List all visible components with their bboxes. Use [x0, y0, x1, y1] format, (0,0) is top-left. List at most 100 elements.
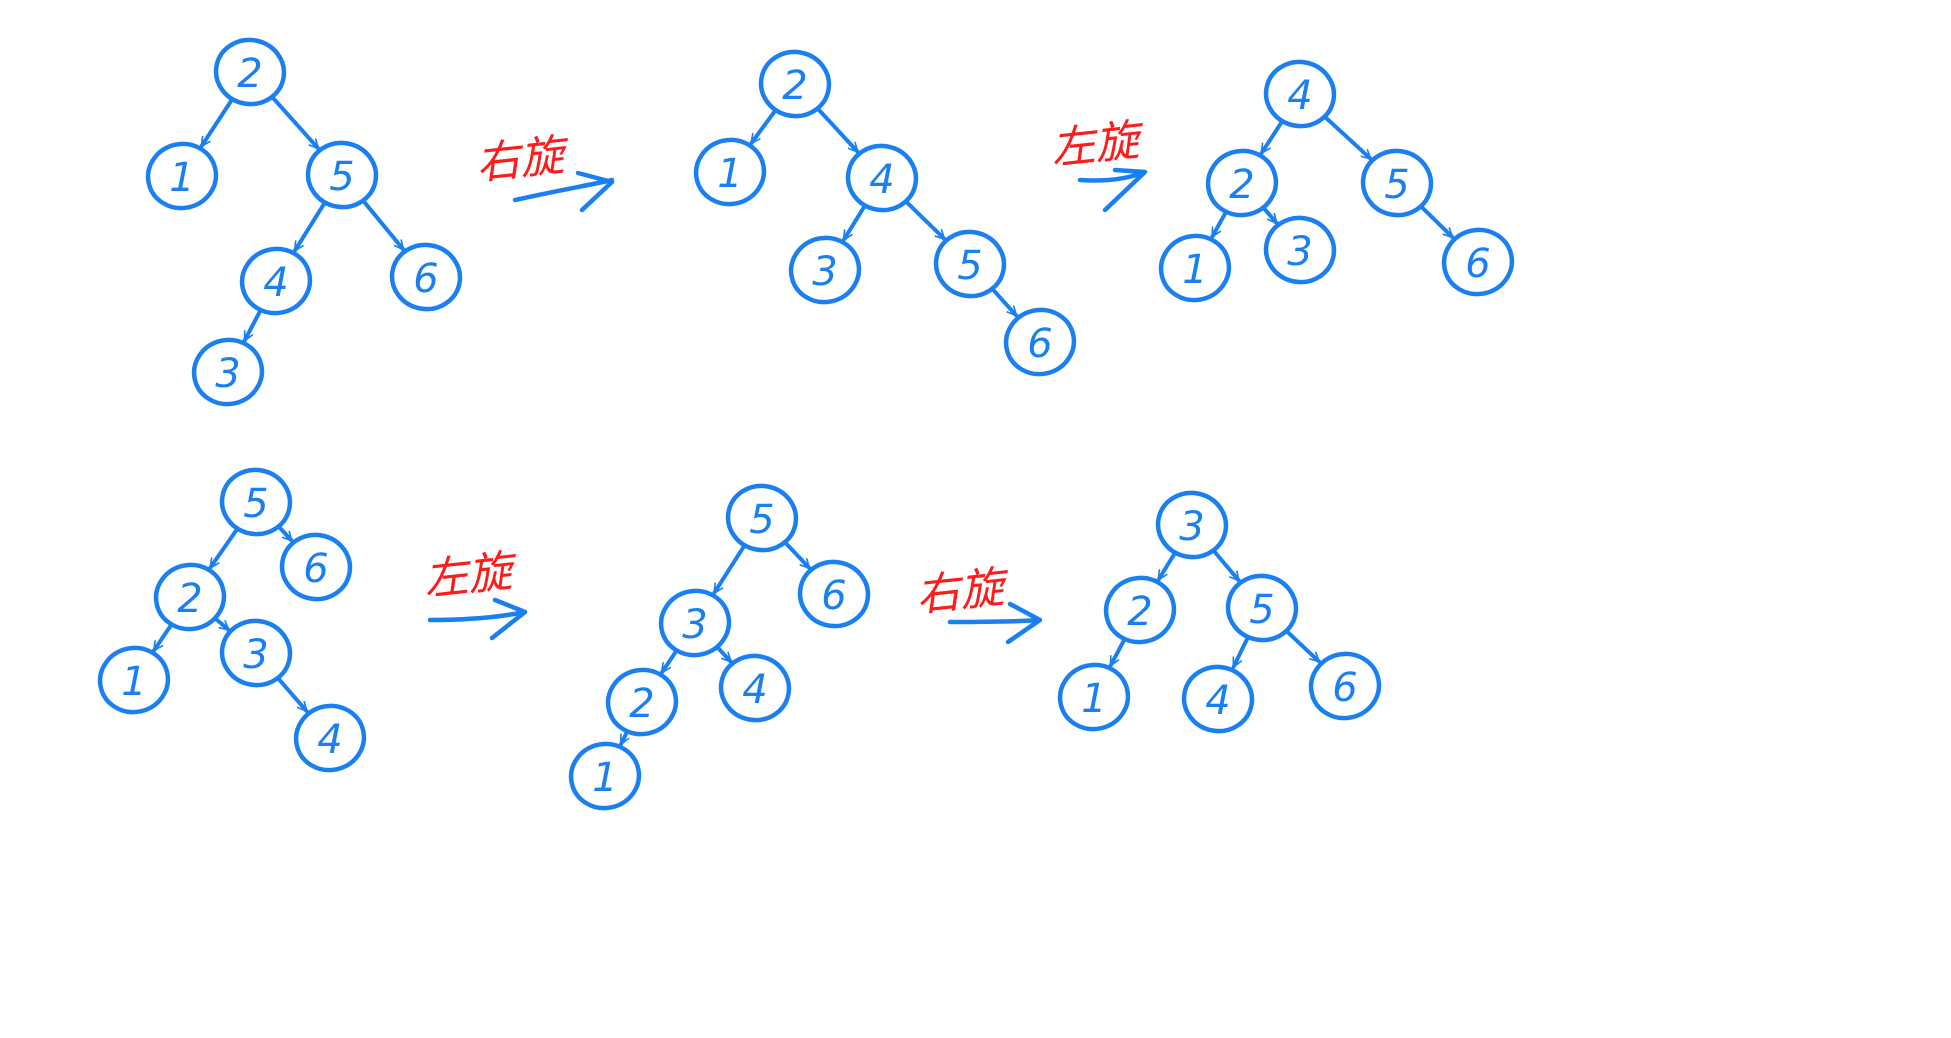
node-n3: 3	[219, 618, 293, 688]
node-circle	[1225, 573, 1299, 643]
node-circle	[1308, 651, 1382, 721]
node-n4: 4	[718, 653, 792, 723]
node-n2: 2	[605, 667, 679, 737]
edge-n3-n2	[1156, 552, 1177, 582]
tree-step-4: 5 2 6 1 3 4	[97, 467, 367, 773]
node-circle	[279, 532, 353, 602]
node-circle	[145, 141, 219, 211]
node-circle	[213, 37, 287, 107]
node-circle	[788, 235, 862, 305]
node-n5: 5	[1225, 573, 1299, 643]
node-circle	[239, 246, 313, 316]
node-label: 1	[1182, 247, 1207, 293]
node-n3: 3	[658, 588, 732, 658]
node-n6: 6	[1308, 651, 1382, 721]
node-circle	[658, 588, 732, 658]
node-label: 4	[263, 260, 288, 306]
node-label: 3	[215, 351, 240, 397]
edge-n5-n4	[1231, 636, 1250, 669]
edge-n4-n3	[842, 204, 867, 242]
edge-n2-n3	[213, 617, 231, 632]
node-label: 5	[329, 154, 354, 200]
edge-n2-n1	[749, 109, 777, 145]
node-circle	[219, 618, 293, 688]
edge-n5-n6	[990, 287, 1018, 318]
node-label: 2	[629, 681, 654, 727]
edge-n4-n3	[242, 309, 263, 343]
tree-step-1: 2 1 5 4 6 3	[145, 37, 463, 407]
node-label: 5	[243, 481, 268, 527]
node-n4: 4	[845, 143, 919, 213]
node-label: 5	[957, 243, 982, 289]
edge-n5-n3	[712, 544, 746, 595]
node-n3: 3	[1155, 490, 1229, 560]
node-label: 1	[592, 755, 617, 801]
node-n3: 3	[788, 235, 862, 305]
node-circle	[1263, 215, 1337, 285]
node-n2: 2	[1205, 148, 1279, 218]
node-label: 2	[237, 51, 262, 97]
node-n6: 6	[279, 532, 353, 602]
node-n2: 2	[213, 37, 287, 107]
edge-n5-n4	[293, 201, 326, 253]
node-n2: 2	[758, 49, 832, 119]
edge-n2-n1	[199, 98, 234, 148]
node-n6: 6	[389, 242, 463, 312]
edge-n4-n5	[904, 199, 947, 241]
rotation-arrow	[1077, 167, 1148, 213]
edge-n3-n4	[276, 676, 309, 713]
node-label: 1	[121, 659, 146, 705]
node-label: 6	[303, 546, 328, 592]
node-circle	[845, 143, 919, 213]
node-n4: 4	[1181, 664, 1255, 734]
rotation-arrow	[512, 170, 615, 213]
node-n3: 3	[191, 337, 265, 407]
node-n4: 4	[1263, 59, 1337, 129]
node-label: 2	[1127, 589, 1152, 635]
node-label: 6	[821, 573, 846, 619]
node-n2: 2	[1103, 575, 1177, 645]
node-circle	[219, 467, 293, 537]
edge-n3-n5	[1211, 549, 1241, 583]
rotation-arrow	[427, 597, 528, 641]
node-circle	[605, 667, 679, 737]
node-circle	[1360, 148, 1434, 218]
node-circle	[1205, 148, 1279, 218]
node-label: 1	[1081, 676, 1106, 722]
edge-n2-n1	[152, 623, 173, 653]
node-n1: 1	[145, 141, 219, 211]
rotation-arrow	[947, 601, 1043, 645]
node-circle	[797, 559, 871, 629]
edge-n2-n1	[1210, 210, 1228, 239]
node-circle	[97, 645, 171, 715]
node-circle	[389, 242, 463, 312]
rotation-1: 右旋	[474, 129, 615, 213]
rotation-2: 左旋	[1049, 114, 1148, 213]
rotation-label: 右旋	[474, 129, 573, 190]
node-label: 1	[717, 151, 742, 197]
node-label: 5	[1384, 162, 1409, 208]
node-label: 2	[177, 576, 202, 622]
rotation-label: 左旋	[422, 545, 521, 606]
node-n1: 1	[1057, 662, 1131, 732]
edge-n2-n5	[270, 95, 320, 151]
edge-n5-n6	[1419, 204, 1455, 239]
node-label: 6	[1332, 665, 1357, 711]
node-circle	[568, 741, 642, 811]
node-label: 5	[749, 497, 774, 543]
edge-n4-n5	[1323, 115, 1373, 161]
node-label: 3	[1179, 504, 1204, 550]
edge-n2-n1	[1108, 638, 1127, 668]
node-label: 6	[1465, 241, 1490, 287]
edge-n2-n4	[816, 107, 860, 154]
rotation-3: 左旋	[422, 545, 528, 641]
node-n4: 4	[239, 246, 313, 316]
node-circle	[1158, 233, 1232, 303]
node-circle	[718, 653, 792, 723]
node-circle	[191, 337, 265, 407]
node-circle	[1441, 227, 1515, 297]
edge-n2-n1	[619, 730, 630, 746]
